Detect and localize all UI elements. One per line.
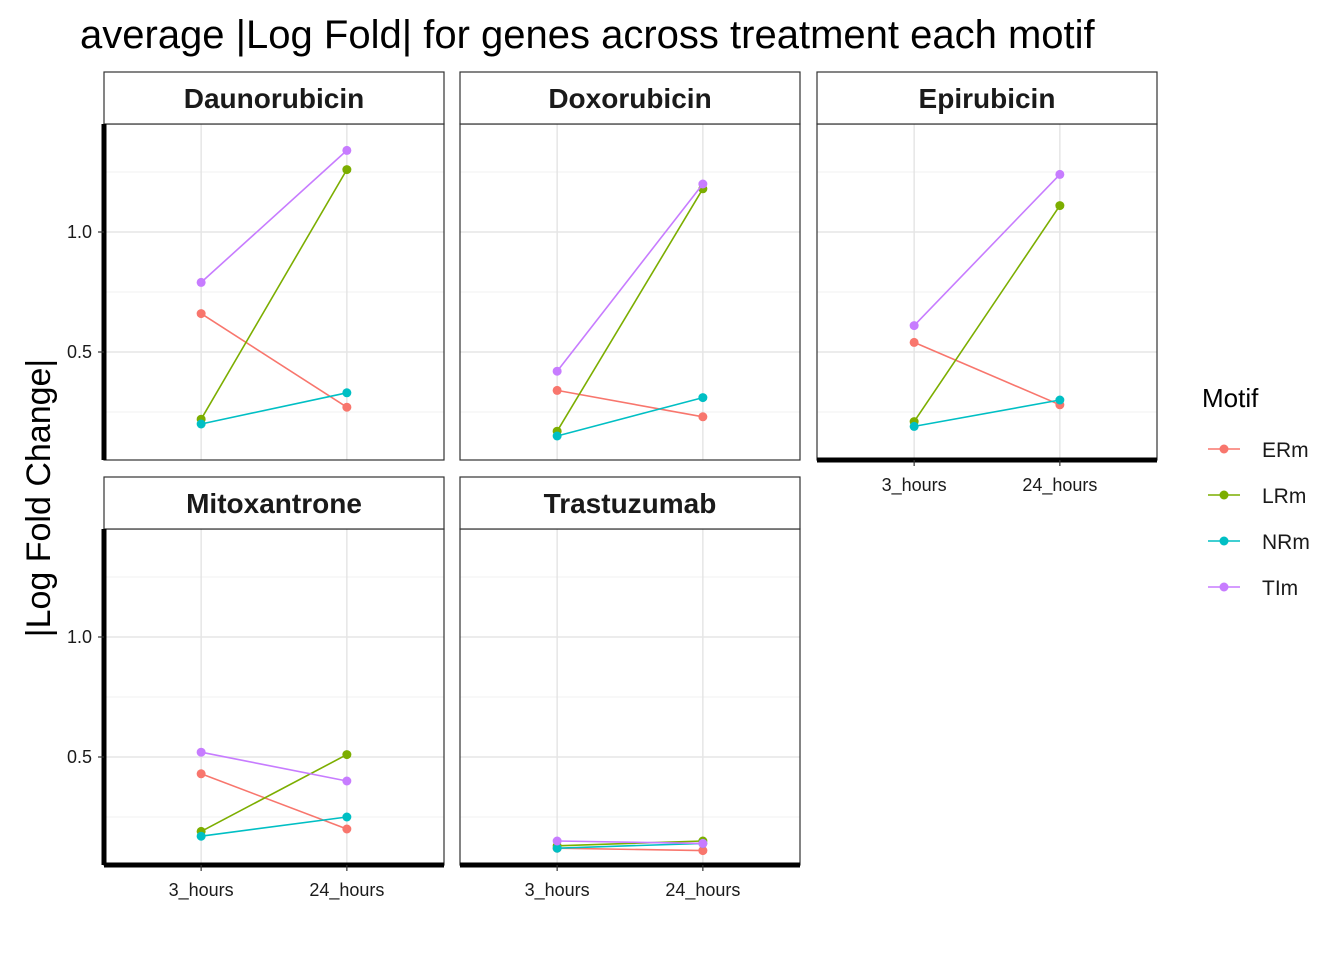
series-line-nrm bbox=[200, 392, 348, 425]
data-point-erm-3h bbox=[196, 309, 206, 319]
data-point-erm-24h bbox=[342, 824, 352, 834]
data-point-tim-24h bbox=[1055, 169, 1065, 179]
series-line-lrm bbox=[557, 840, 703, 847]
legend-key-point bbox=[1219, 444, 1229, 454]
x-tick-label: 3_hours bbox=[525, 880, 590, 901]
data-point-nrm-3h bbox=[909, 421, 919, 431]
data-point-nrm-3h bbox=[196, 419, 206, 429]
panel-daunorubicin: Daunorubicin 0.5 1.0 bbox=[67, 71, 445, 461]
legend-item-lrm: LRm bbox=[1208, 485, 1306, 508]
legend-label: NRm bbox=[1262, 531, 1310, 554]
series-line-lrm bbox=[200, 753, 348, 833]
legend-title: Motif bbox=[1202, 383, 1259, 413]
data-point-tim-24h bbox=[698, 179, 708, 189]
series-line-nrm bbox=[556, 396, 704, 437]
data-point-nrm-24h bbox=[342, 812, 352, 822]
legend-label: TIm bbox=[1262, 577, 1298, 600]
data-point-tim-24h bbox=[342, 776, 352, 786]
data-point-tim-3h bbox=[909, 321, 919, 331]
facet-strip bbox=[103, 476, 445, 530]
facet-strip bbox=[459, 71, 801, 125]
facet-label: Mitoxantrone bbox=[186, 488, 362, 519]
series-line-tim bbox=[913, 173, 1061, 327]
data-point-nrm-3h bbox=[552, 431, 562, 441]
panel-mitoxantrone: Mitoxantrone 0.5 1.0 3_hours 24_hours bbox=[67, 476, 445, 901]
series-line-erm bbox=[557, 847, 703, 852]
legend: Motif ERm LRm NRm TIm bbox=[1202, 383, 1310, 600]
legend-label: LRm bbox=[1262, 485, 1306, 508]
y-tick-label: 1.0 bbox=[67, 627, 92, 647]
legend-key-point bbox=[1219, 536, 1229, 546]
data-point-tim-3h bbox=[196, 747, 206, 757]
facet-strip bbox=[816, 71, 1158, 125]
series-line-erm bbox=[913, 341, 1061, 406]
legend-item-erm: ERm bbox=[1208, 439, 1309, 462]
data-point-erm-3h bbox=[552, 385, 562, 395]
y-tick-label: 0.5 bbox=[67, 342, 92, 362]
series-line-lrm bbox=[913, 205, 1061, 423]
panel-doxorubicin: Doxorubicin bbox=[459, 71, 801, 461]
data-point-erm-24h bbox=[698, 412, 708, 422]
data-point-tim-3h bbox=[552, 366, 562, 376]
data-point-nrm-3h bbox=[552, 843, 562, 853]
series-line-nrm bbox=[914, 399, 1060, 428]
legend-label: ERm bbox=[1262, 439, 1309, 462]
y-tick-label: 1.0 bbox=[67, 222, 92, 242]
series-line-tim bbox=[200, 149, 348, 283]
data-point-erm-24h bbox=[698, 846, 708, 856]
series-line-tim bbox=[557, 840, 703, 845]
data-point-lrm-24h bbox=[342, 750, 352, 760]
series-line-nrm bbox=[201, 816, 347, 837]
series-line-tim bbox=[200, 751, 348, 782]
x-tick-label: 24_hours bbox=[1022, 475, 1097, 496]
facet-label: Epirubicin bbox=[919, 83, 1056, 114]
data-point-nrm-24h bbox=[698, 393, 708, 403]
legend-key-point bbox=[1219, 490, 1229, 500]
data-point-erm-3h bbox=[196, 769, 206, 779]
data-point-tim-24h bbox=[342, 145, 352, 155]
x-tick-label: 24_hours bbox=[309, 880, 384, 901]
series-line-erm bbox=[557, 389, 703, 418]
data-point-nrm-3h bbox=[196, 831, 206, 841]
panel-trastuzumab: Trastuzumab 3_hours 24_hours bbox=[459, 476, 801, 901]
legend-item-nrm: NRm bbox=[1208, 531, 1310, 554]
x-tick-label: 3_hours bbox=[882, 475, 947, 496]
data-point-nrm-24h bbox=[342, 388, 352, 398]
data-point-erm-3h bbox=[909, 337, 919, 347]
facet-label: Daunorubicin bbox=[184, 83, 364, 114]
series-line-nrm bbox=[557, 842, 703, 849]
series-line-erm bbox=[200, 312, 348, 408]
legend-item-tim: TIm bbox=[1208, 577, 1298, 600]
facet-label: Doxorubicin bbox=[548, 83, 711, 114]
data-point-nrm-24h bbox=[1055, 395, 1065, 405]
panel-epirubicin: Epirubicin 3_hours 24_hours bbox=[816, 71, 1158, 496]
series-line-lrm bbox=[556, 188, 704, 432]
data-point-tim-3h bbox=[552, 836, 562, 846]
data-point-lrm-24h bbox=[342, 165, 352, 175]
data-point-tim-3h bbox=[196, 277, 206, 287]
facet-label: Trastuzumab bbox=[544, 488, 717, 519]
series-line-lrm bbox=[200, 169, 348, 420]
chart-title: average |Log Fold| for genes across trea… bbox=[80, 13, 1096, 57]
legend-key-point bbox=[1219, 582, 1229, 592]
y-axis-label: |Log Fold Change| bbox=[20, 359, 58, 638]
data-point-lrm-24h bbox=[1055, 201, 1065, 211]
x-tick-label: 3_hours bbox=[169, 880, 234, 901]
x-tick-label: 24_hours bbox=[665, 880, 740, 901]
data-point-tim-24h bbox=[698, 838, 708, 848]
series-line-tim bbox=[556, 183, 704, 372]
facet-panels: Daunorubicin 0.5 1.0 Doxorubicin Epirubicin 3… bbox=[67, 71, 1158, 901]
y-tick-label: 0.5 bbox=[67, 747, 92, 767]
data-point-erm-24h bbox=[342, 402, 352, 412]
facet-strip bbox=[459, 476, 801, 530]
facet-strip bbox=[103, 71, 445, 125]
